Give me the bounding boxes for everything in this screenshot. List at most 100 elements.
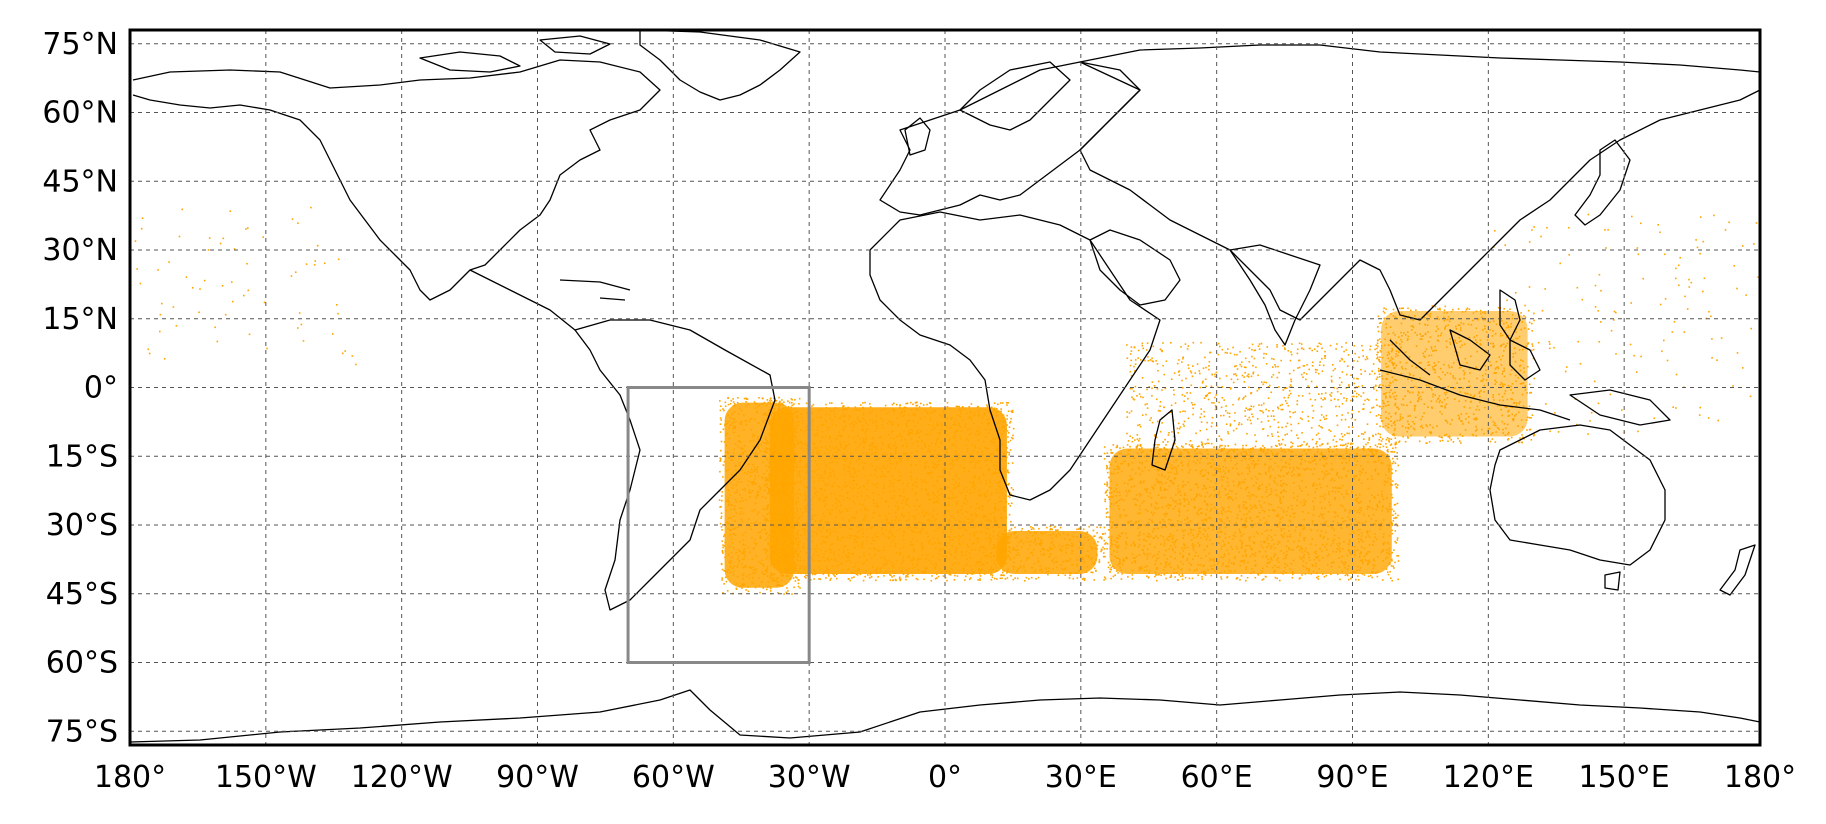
particle-point: [862, 414, 865, 416]
particle-point: [825, 407, 827, 409]
particle-point: [824, 419, 827, 421]
particle-point: [978, 478, 980, 480]
particle-point: [785, 413, 788, 416]
particle-point: [1104, 555, 1106, 558]
particle-point: [876, 446, 878, 448]
particle-point: [730, 459, 732, 461]
particle-point: [771, 494, 773, 496]
particle-point: [797, 547, 800, 549]
particle-point: [799, 517, 801, 519]
particle-point: [872, 442, 874, 445]
particle-point: [1037, 537, 1040, 540]
particle-point: [1006, 577, 1009, 579]
particle-point: [955, 481, 957, 484]
particle-point: [1129, 445, 1131, 448]
particle-point: [824, 484, 826, 486]
particle-point: [1000, 574, 1003, 576]
particle-point: [896, 479, 899, 482]
particle-point: [1143, 533, 1145, 535]
particle-point: [936, 456, 938, 459]
particle-point: [956, 485, 959, 488]
particle-point: [1263, 541, 1265, 544]
particle-point: [796, 529, 799, 532]
particle-point: [744, 445, 746, 447]
particle-point: [1388, 563, 1391, 565]
particle-point: [759, 450, 762, 452]
particle-point: [1330, 479, 1332, 482]
particle-point: [770, 457, 772, 459]
particle-point: [956, 459, 958, 461]
particle-point: [854, 538, 857, 541]
particle-point: [1088, 525, 1090, 528]
particle-point: [772, 507, 775, 510]
particle-point: [810, 548, 812, 551]
particle-point: [1307, 467, 1309, 470]
particle-point: [787, 590, 789, 592]
particle-point: [973, 414, 975, 417]
particle-point: [822, 573, 825, 575]
particle-point: [892, 497, 894, 500]
particle-point: [737, 526, 739, 528]
particle-point: [1266, 562, 1268, 564]
particle-point: [825, 529, 828, 531]
particle-point: [816, 426, 819, 429]
particle-point: [830, 558, 833, 560]
particle-point: [1215, 482, 1217, 484]
particle-point: [828, 534, 831, 536]
particle-point: [762, 420, 764, 423]
particle-point: [949, 427, 951, 429]
particle-point: [985, 527, 988, 529]
particle-point: [797, 515, 800, 518]
particle-point: [877, 448, 879, 451]
particle-point: [805, 486, 808, 489]
particle-point: [1005, 501, 1008, 503]
particle-point: [1308, 569, 1310, 571]
particle-point: [803, 559, 805, 562]
particle-point: [909, 526, 911, 528]
particle-point: [810, 565, 812, 567]
particle-point: [1110, 568, 1112, 571]
particle-point: [1279, 500, 1281, 502]
particle-point: [1240, 547, 1243, 549]
particle-point: [957, 429, 959, 432]
particle-point: [832, 455, 834, 457]
particle-point: [804, 531, 806, 534]
particle-point: [882, 464, 885, 467]
particle-point: [1144, 524, 1147, 527]
particle-point: [867, 424, 870, 426]
particle-point: [1105, 508, 1108, 510]
particle-point: [997, 560, 999, 563]
particle-point: [921, 548, 924, 551]
particle-point: [1121, 563, 1124, 566]
particle-point: [752, 439, 755, 442]
particle-point: [1122, 558, 1125, 560]
particle-point: [749, 440, 752, 442]
particle-point: [902, 491, 905, 493]
particle-point: [797, 582, 800, 585]
particle-point: [775, 400, 778, 402]
particle-point: [1244, 550, 1246, 553]
particle-point: [1281, 516, 1284, 518]
particle-point: [959, 413, 962, 415]
particle-point: [886, 519, 889, 522]
particle-point: [1164, 515, 1167, 517]
particle-point: [987, 424, 990, 427]
particle-point: [740, 511, 743, 513]
particle-point: [1003, 570, 1006, 572]
particle-point: [1397, 464, 1400, 467]
particle-point: [1173, 461, 1175, 463]
particle-point: [1003, 538, 1006, 540]
particle-point: [1343, 541, 1345, 543]
particle-point: [1004, 559, 1006, 561]
particle-point: [927, 412, 929, 415]
particle-point: [770, 514, 773, 516]
particle-point: [728, 457, 730, 459]
particle-point: [1296, 546, 1298, 548]
particle-point: [917, 440, 919, 443]
particle-point: [952, 487, 955, 490]
particle-point: [829, 436, 831, 439]
particle-point: [1390, 451, 1392, 453]
particle-point: [854, 441, 857, 443]
particle-point: [1076, 577, 1079, 579]
particle-point: [754, 502, 757, 505]
